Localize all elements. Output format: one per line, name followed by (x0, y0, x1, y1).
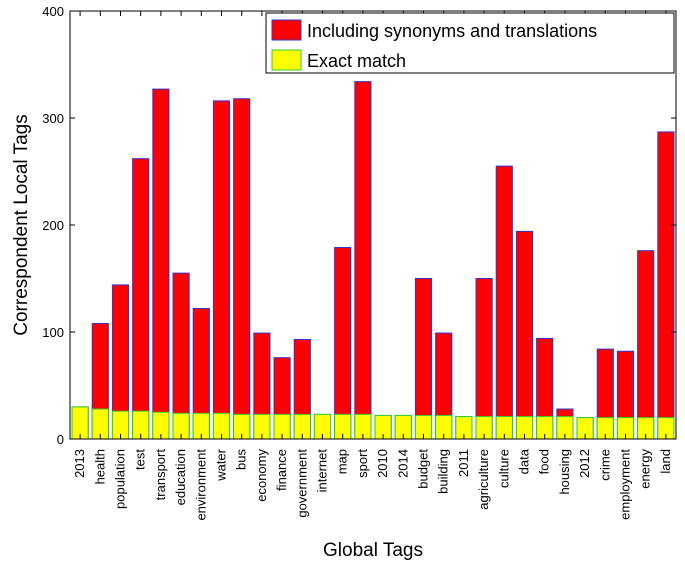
x-tick-label-government: government (294, 449, 309, 518)
legend: Including synonyms and translations Exac… (265, 12, 675, 74)
x-tick-label-2010: 2010 (375, 449, 390, 478)
x-tick-label-internet: internet (315, 449, 330, 493)
x-tick-label-data: data (517, 448, 532, 474)
legend-label-including-synonyms: Including synonyms and translations (307, 21, 597, 41)
x-tick-label-housing: housing (557, 449, 572, 495)
x-axis-label: Global Tags (323, 540, 423, 561)
bar-including-budget (414, 278, 433, 440)
y-tick-label: 100 (42, 325, 64, 340)
y-tick-label: 0 (57, 432, 64, 447)
x-tick-label-culture: culture (496, 449, 511, 488)
bar-including-bus (233, 98, 251, 440)
x-tick-label-economy: economy (254, 449, 269, 502)
legend-box (265, 12, 675, 74)
x-tick-label-2012: 2012 (577, 449, 592, 478)
y-tick-label: 300 (42, 111, 64, 126)
x-tick-label-water: water (214, 448, 229, 481)
bar-including-data (515, 230, 534, 440)
x-tick-label-finance: finance (274, 449, 289, 491)
x-tick-label-2014: 2014 (395, 449, 410, 478)
x-tick-label-budget: budget (416, 449, 431, 489)
x-tick-label-population: population (113, 449, 128, 509)
series-including-synonyms-bars (71, 81, 675, 440)
bar-including-agriculture (475, 278, 493, 440)
bar-including-sport (354, 81, 372, 440)
y-tick-label: 200 (42, 218, 64, 233)
x-tick-label-land: land (658, 449, 673, 474)
bar-including-map (334, 246, 352, 440)
bar-including-culture (495, 165, 513, 440)
y-tick-label: 400 (42, 4, 64, 19)
legend-label-exact-match: Exact match (307, 51, 406, 71)
bar-including-test (132, 158, 150, 440)
legend-swatch-exact-match (271, 49, 302, 71)
x-tick-label-sport: sport (355, 449, 370, 478)
bar-including-transport (152, 88, 170, 440)
x-tick-label-building: building (436, 449, 451, 494)
x-tick-label-transport: transport (153, 449, 168, 501)
plot-area (70, 11, 676, 439)
x-tick-label-energy: energy (638, 449, 653, 489)
x-tick-label-map: map (335, 449, 350, 474)
x-tick-label-crime: crime (597, 449, 612, 481)
bar-including-land (657, 131, 675, 440)
x-tick-label-environment: environment (193, 449, 208, 521)
y-axis-label: Correspondent Local Tags (11, 114, 32, 335)
x-tick-label-2013: 2013 (72, 449, 87, 478)
x-tick-label-education: education (173, 449, 188, 505)
y-axis: 0 100 200 300 400 (42, 4, 676, 447)
x-tick-label-2011: 2011 (456, 449, 471, 477)
x-tick-label-health: health (92, 449, 107, 484)
x-tick-label-agriculture: agriculture (476, 449, 491, 510)
x-tick-label-food: food (537, 449, 552, 474)
bar-including-water (212, 100, 231, 440)
legend-swatch-including-synonyms (271, 19, 302, 41)
x-tick-label-test: test (133, 449, 148, 470)
x-tick-label-employment: employment (618, 449, 633, 520)
bar-including-energy (637, 250, 655, 440)
x-tick-label-bus: bus (234, 449, 249, 470)
